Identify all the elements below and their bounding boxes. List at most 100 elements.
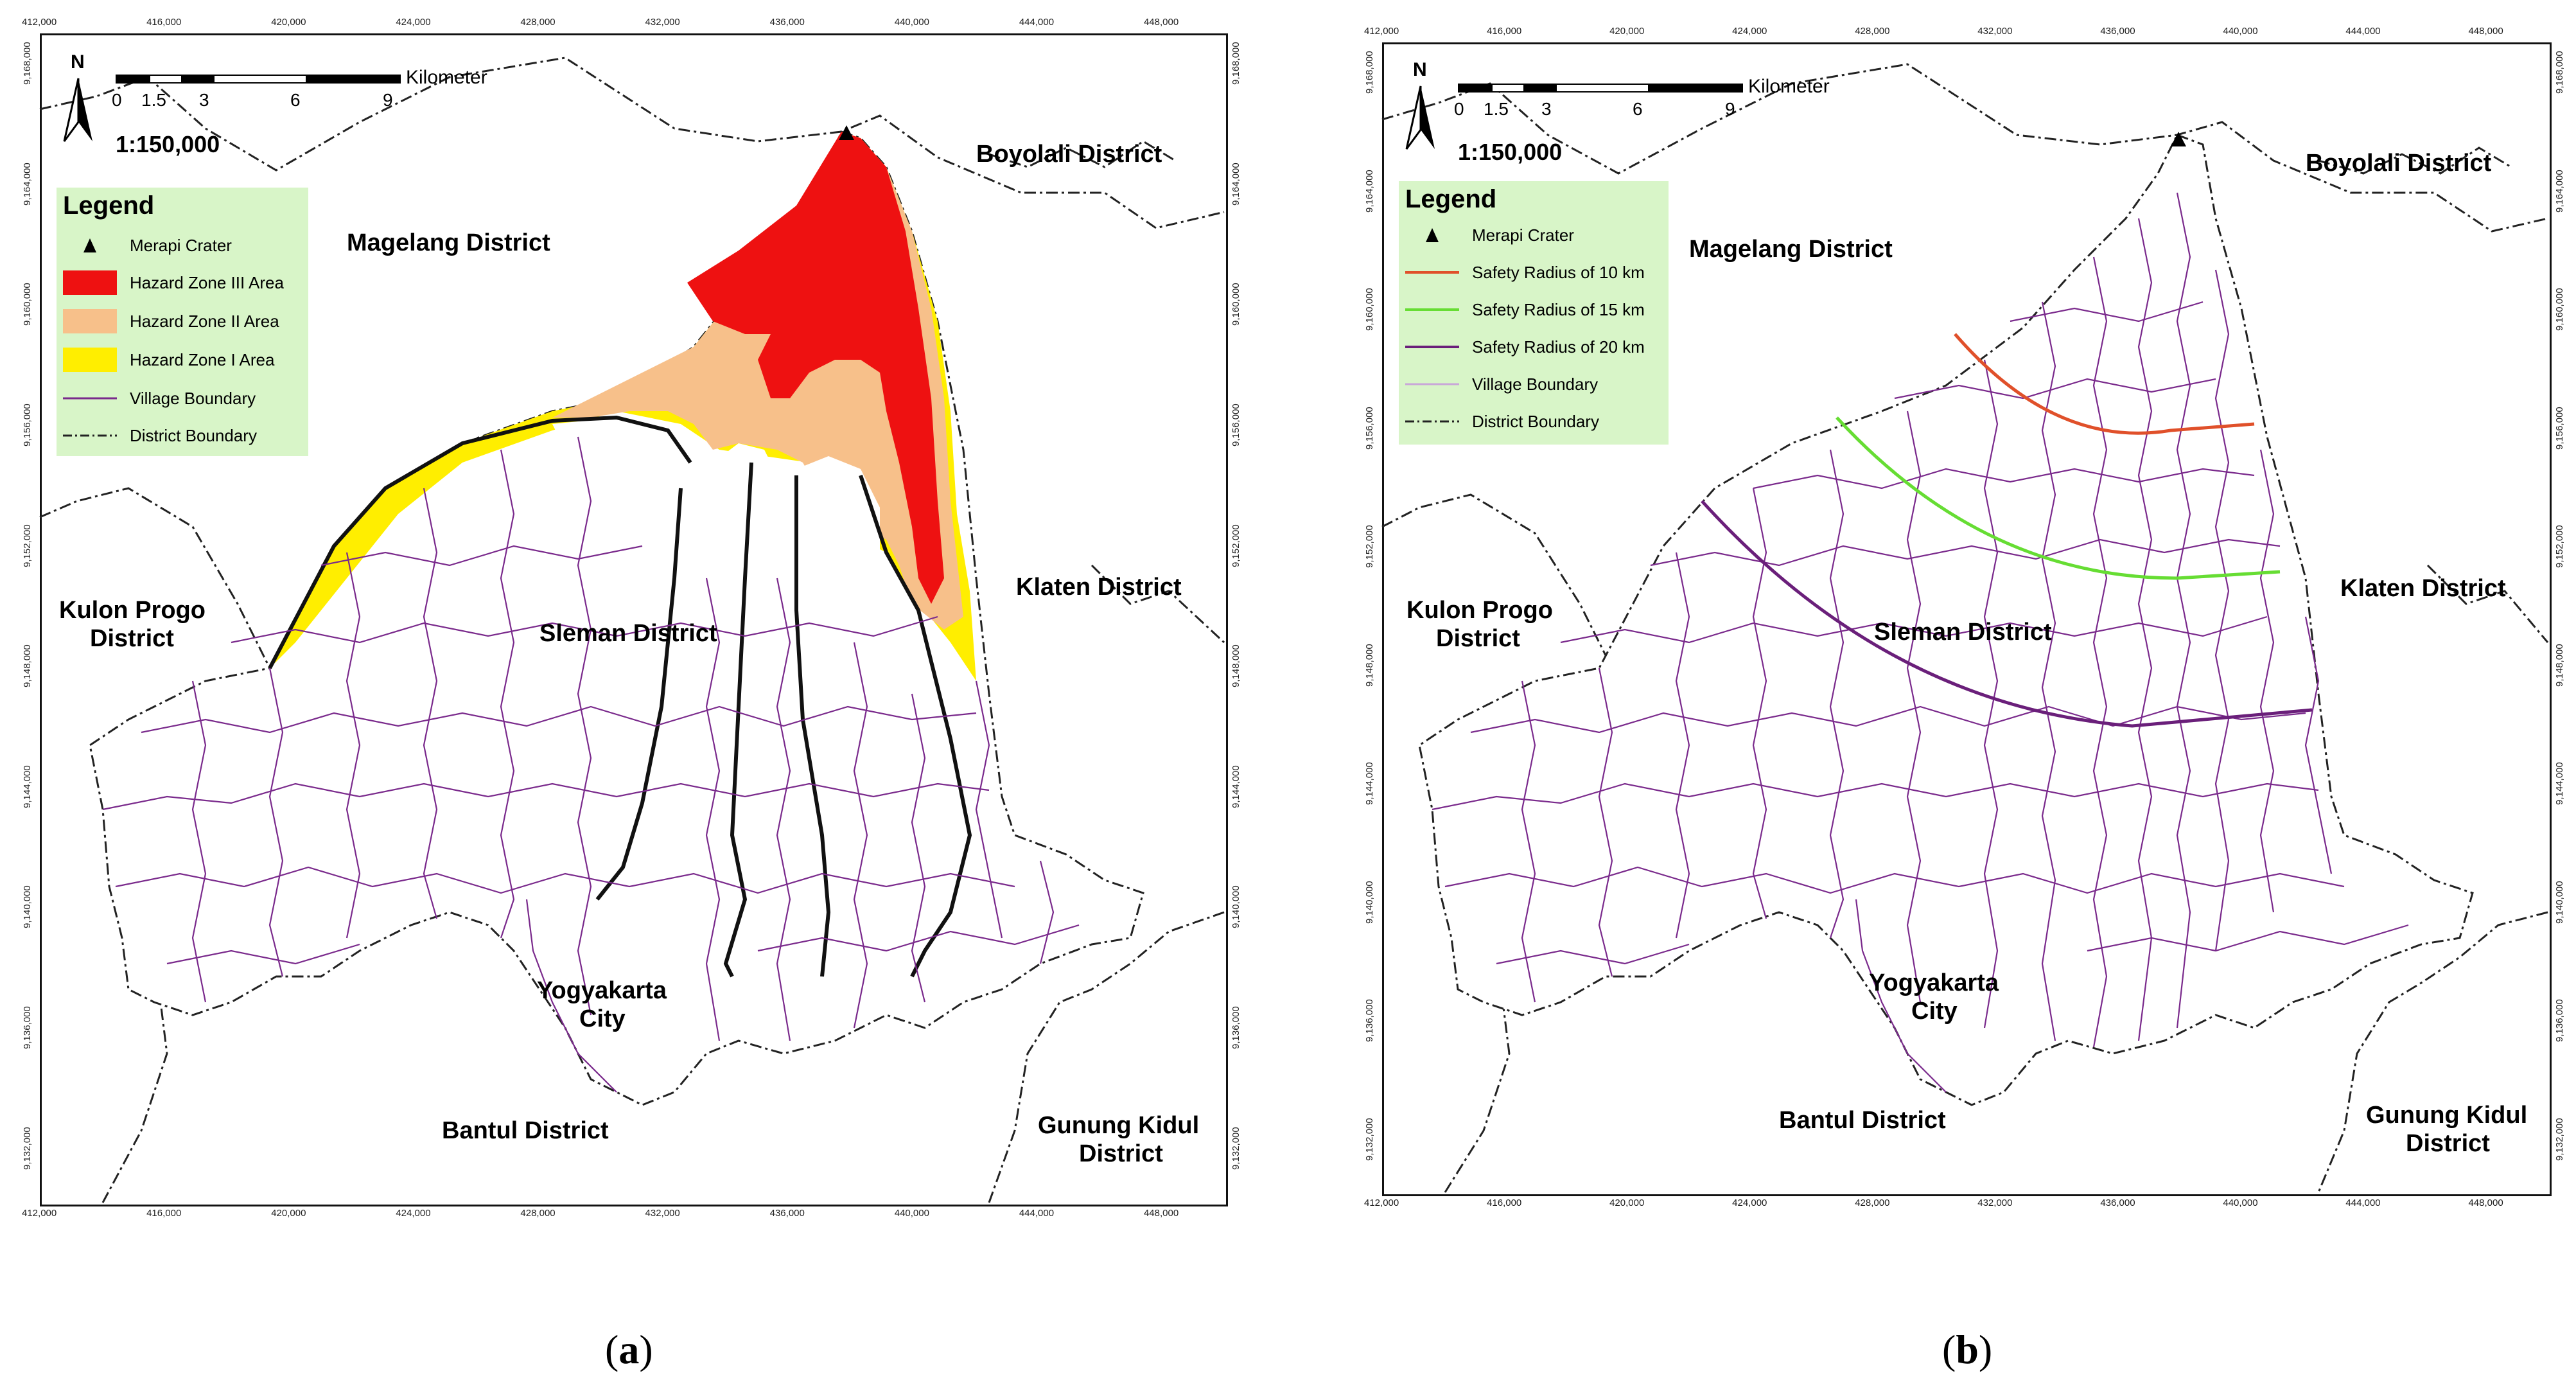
district-boundary bbox=[988, 140, 1176, 168]
caption-paren: ( bbox=[605, 1327, 619, 1372]
radius-20-line-icon bbox=[1405, 346, 1459, 348]
coordinate-tick-label: 444,000 bbox=[1019, 1208, 1055, 1219]
legend-item-hazard-1: Hazard Zone I Area bbox=[63, 344, 274, 375]
merapi-crater-icon bbox=[2171, 132, 2186, 146]
panel-caption-a: (a) bbox=[605, 1326, 653, 1374]
coordinate-tick-label: 9,156,000 bbox=[1364, 406, 1375, 450]
village-boundary bbox=[1560, 615, 2268, 644]
coordinate-tick-label: 428,000 bbox=[520, 17, 556, 28]
district-label-kulon-progo-1: Kulon Progo bbox=[1406, 597, 1553, 624]
coordinate-tick-label: 9,164,000 bbox=[1231, 162, 1241, 206]
safety-radius-15km-arc bbox=[1836, 416, 2281, 580]
legend: Legend Merapi Crater Hazard Zone III Are… bbox=[57, 188, 308, 456]
safety-radius-10km-arc bbox=[1954, 333, 2255, 435]
village-boundary bbox=[911, 693, 926, 1003]
map-panel-a: 412,000 416,000 420,000 424,000 428,000 432,0… bbox=[0, 0, 1284, 1387]
legend-item-district: District Boundary bbox=[63, 420, 257, 451]
radius-15-line-icon bbox=[1405, 308, 1459, 311]
coordinate-tick-label: 9,148,000 bbox=[2554, 643, 2565, 687]
coordinate-tick-label: 9,152,000 bbox=[22, 524, 33, 567]
coordinate-tick-label: 436,000 bbox=[2100, 1197, 2135, 1208]
district-label-klaten: Klaten District bbox=[1016, 574, 1182, 601]
district-boundary bbox=[1381, 493, 1613, 669]
coordinate-tick-label: 9,140,000 bbox=[1231, 885, 1241, 929]
coordinate-tick-label: 428,000 bbox=[1855, 26, 1890, 37]
district-label-gunung-kidul-2: District bbox=[2406, 1130, 2490, 1157]
river-line bbox=[794, 475, 831, 977]
village-boundary bbox=[2137, 218, 2153, 1041]
scale-tick: 6 bbox=[290, 90, 301, 110]
scale-tick: 9 bbox=[383, 90, 393, 110]
legend-label: Village Boundary bbox=[1472, 374, 1599, 394]
coordinate-tick-label: 444,000 bbox=[2345, 26, 2381, 37]
village-boundary bbox=[231, 615, 938, 644]
coordinate-tick-label: 9,144,000 bbox=[1364, 762, 1375, 806]
legend-label: Safety Radius of 10 km bbox=[1472, 262, 1645, 282]
district-label-yogyakarta-2: City bbox=[579, 1005, 626, 1032]
coordinate-tick-label: 440,000 bbox=[2223, 26, 2258, 37]
village-boundary bbox=[1983, 359, 1999, 1029]
safety-radius-20km-arc bbox=[1701, 500, 2313, 728]
village-boundary bbox=[525, 899, 617, 1093]
district-label-yogyakarta-2: City bbox=[1911, 998, 1958, 1025]
district-line-icon bbox=[63, 434, 117, 437]
coordinate-tick-label: 9,136,000 bbox=[2554, 999, 2565, 1043]
district-label-gunung-kidul-1: Gunung Kidul bbox=[2366, 1102, 2528, 1129]
coordinate-tick-label: 9,156,000 bbox=[22, 403, 33, 446]
coordinate-tick-label: 436,000 bbox=[2100, 26, 2135, 37]
district-boundary bbox=[101, 1002, 168, 1203]
district-label-kulon-progo-2: District bbox=[90, 625, 174, 652]
district-label-gunung-kidul-2: District bbox=[1079, 1140, 1163, 1167]
coordinate-tick-label: 9,156,000 bbox=[2554, 406, 2565, 450]
coordinate-tick-label: 9,132,000 bbox=[1231, 1126, 1241, 1170]
river-valley bbox=[713, 443, 777, 976]
scale-bar: 0 1.5 3 6 9 Kilometer bbox=[1454, 76, 1843, 128]
village-boundary bbox=[757, 924, 1080, 952]
coordinate-tick-label: 444,000 bbox=[2345, 1197, 2381, 1208]
coordinate-tick-label: 424,000 bbox=[1732, 1197, 1767, 1208]
legend-item-crater: Merapi Crater bbox=[63, 230, 232, 261]
scale-tick: 3 bbox=[1541, 99, 1552, 119]
village-boundary bbox=[1650, 538, 2281, 567]
coordinate-tick-label: 9,156,000 bbox=[1231, 403, 1241, 446]
coordinate-tick-label: 9,148,000 bbox=[1364, 643, 1375, 687]
legend-title: Legend bbox=[1405, 185, 1497, 213]
north-label: N bbox=[71, 51, 85, 73]
river-line bbox=[595, 488, 683, 901]
village-boundary bbox=[268, 667, 284, 977]
coordinate-tick-label: 9,164,000 bbox=[22, 162, 33, 206]
scale-tick: 1.5 bbox=[1484, 99, 1509, 119]
village-boundary bbox=[346, 552, 361, 939]
triangle-icon bbox=[1426, 228, 1439, 242]
village-line-icon bbox=[63, 397, 117, 400]
coordinate-tick-label: 412,000 bbox=[22, 17, 57, 28]
coordinate-tick-label: 9,144,000 bbox=[1231, 765, 1241, 808]
village-boundary bbox=[2041, 301, 2056, 1041]
coordinate-tick-label: 448,000 bbox=[2468, 1197, 2503, 1208]
district-label-boyolali: Boyolali District bbox=[2306, 150, 2492, 177]
hazard-zone-3-area bbox=[687, 132, 944, 604]
village-boundary bbox=[853, 642, 868, 1029]
legend-label: Safety Radius of 15 km bbox=[1472, 299, 1645, 319]
village-boundary bbox=[975, 680, 1003, 939]
scale-unit: Kilometer bbox=[406, 67, 487, 88]
coordinate-tick-label: 9,168,000 bbox=[1231, 42, 1241, 85]
coordinate-tick-label: 436,000 bbox=[769, 17, 805, 28]
caption-letter: a bbox=[618, 1327, 640, 1372]
coordinate-tick-label: 9,136,000 bbox=[1231, 1006, 1241, 1050]
merapi-crater-icon bbox=[839, 125, 854, 140]
coordinate-tick-label: 9,152,000 bbox=[1231, 524, 1241, 567]
legend-label: District Boundary bbox=[1472, 411, 1599, 431]
coordinate-tick-label: 412,000 bbox=[1364, 26, 1399, 37]
coordinate-tick-label: 424,000 bbox=[396, 1208, 431, 1219]
legend: Legend Merapi Crater Safety Radius of 10… bbox=[1399, 181, 1669, 445]
coordinate-tick-label: 440,000 bbox=[2223, 1197, 2258, 1208]
caption-paren: ) bbox=[1978, 1327, 1993, 1372]
coordinate-tick-label: 412,000 bbox=[1364, 1197, 1399, 1208]
coordinate-tick-label: 416,000 bbox=[146, 17, 182, 28]
coordinate-tick-label: 420,000 bbox=[271, 17, 306, 28]
legend-item-district: District Boundary bbox=[1405, 406, 1599, 437]
scale-tick: 0 bbox=[112, 90, 122, 110]
district-label-gunung-kidul-1: Gunung Kidul bbox=[1038, 1112, 1200, 1139]
village-boundary bbox=[1521, 680, 1536, 1003]
